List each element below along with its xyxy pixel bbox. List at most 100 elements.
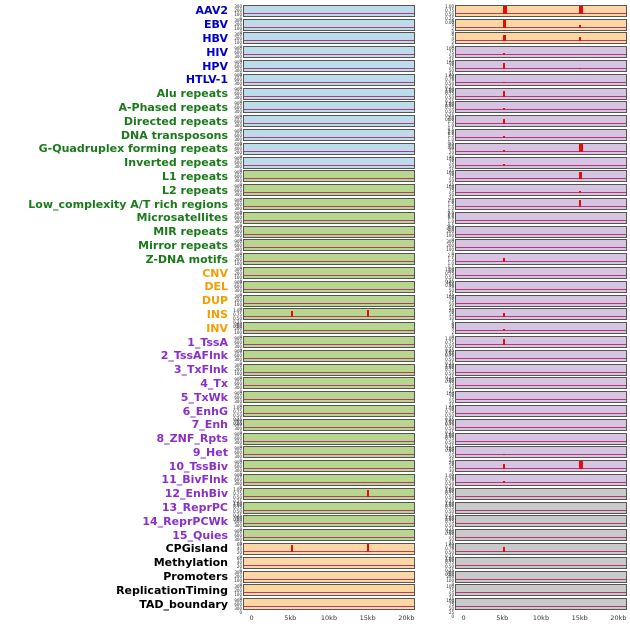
y-tick-label: 0.75 <box>445 339 454 345</box>
left-signal-panel <box>243 529 415 542</box>
y-tick-label: 25 <box>448 57 454 63</box>
y-tick-label: 300 <box>446 238 454 244</box>
signal-spike <box>579 191 582 194</box>
y-tick-label: 200 <box>234 574 242 580</box>
y-tick-label: 100 <box>446 528 454 534</box>
y-tick-label: 25 <box>448 306 454 312</box>
left-signal-panel <box>243 184 415 197</box>
feature-row: A-Phased repeats 900 600 300 0 1.00 0.75 0.50 0.… <box>0 100 630 121</box>
y-tick-label: 0 <box>239 85 242 91</box>
y-tick-label: 300 <box>234 570 242 576</box>
signal-spike <box>502 63 505 70</box>
y-axis-ticks: 600 400 200 0 <box>228 143 243 159</box>
y-tick-label: 0.50 <box>445 412 454 418</box>
feature-row: Mirror repeats 900 600 300 0 300 200 100 0 <box>0 238 630 255</box>
signal-spike <box>290 544 293 552</box>
y-tick-label: 0 <box>239 237 242 243</box>
y-axis-ticks: 900 600 300 0 <box>228 474 243 490</box>
y-tick-label: 20 <box>448 307 454 313</box>
baseline-line <box>456 109 626 111</box>
y-tick-label: 0.00 <box>445 116 454 122</box>
baseline-line <box>244 12 414 14</box>
y-tick-label: 0.00 <box>233 420 242 426</box>
y-tick-label: 0 <box>451 199 454 205</box>
y-tick-label: 0.50 <box>445 371 454 377</box>
y-tick-label: 0.75 <box>445 491 454 497</box>
left-signal-panel <box>243 170 415 183</box>
x-tick-label: 20kb <box>610 614 627 623</box>
y-tick-label: 0 <box>451 613 454 619</box>
y-tick-label: 300 <box>234 18 242 24</box>
x-tick-label: 0 <box>461 614 466 623</box>
y-tick-label: 0.50 <box>445 95 454 101</box>
row-label: 15_Quies <box>172 528 228 542</box>
x-tick-label: 5kb <box>284 614 297 623</box>
x-tick-label: 10kb <box>320 614 338 623</box>
y-tick-label: 1.5 <box>447 256 454 262</box>
y-tick-label: 75 <box>448 298 454 304</box>
y-axis-ticks: 60 40 20 0 <box>228 543 243 559</box>
y-tick-label: 200 <box>234 587 242 593</box>
y-tick-label: 1.00 <box>445 487 454 493</box>
y-tick-label: 900 <box>234 376 242 382</box>
y-tick-label: 0.50 <box>445 509 454 515</box>
y-tick-label: 75 <box>448 284 454 290</box>
feature-row: DUP 300 200 100 0 100 75 50 25 0 <box>0 294 630 315</box>
y-tick-label: 600 <box>234 173 242 179</box>
baseline-line <box>456 509 626 511</box>
y-axis-ticks: 900 600 300 0 <box>228 184 243 200</box>
y-tick-label: 0.25 <box>445 416 454 422</box>
left-signal-panel <box>243 322 415 335</box>
y-tick-label: 0.25 <box>445 347 454 353</box>
row-label: 7_Enh <box>191 418 228 432</box>
y-axis-ticks: 900 600 300 0 <box>228 157 243 173</box>
y-tick-label: 0 <box>239 485 242 491</box>
y-axis-ticks: 2.0 1.5 1.0 0.5 0.0 <box>440 198 455 218</box>
y-axis-ticks: 300 200 100 0 <box>228 364 243 380</box>
left-signal-panel <box>243 198 415 211</box>
y-tick-label: 600 <box>234 339 242 345</box>
y-tick-label: 0.75 <box>445 104 454 110</box>
y-tick-label: 600 <box>234 463 242 469</box>
baseline-line <box>244 578 414 580</box>
feature-row: ReplicationTiming 300 200 100 0 100 75 50 25 0 <box>0 583 630 604</box>
y-tick-label: 900 <box>234 238 242 244</box>
y-tick-label: 2 <box>451 26 454 32</box>
row-label: 6_EnhG <box>182 404 228 418</box>
baseline-line <box>456 247 626 249</box>
baseline-line <box>456 288 626 290</box>
y-axis-ticks: 1.00 0.75 0.50 0.25 0.00 <box>440 101 455 121</box>
row-label: AAV2 <box>195 4 228 18</box>
y-tick-label: 600 <box>234 215 242 221</box>
baseline-line <box>456 206 626 208</box>
y-tick-label: 75 <box>448 449 454 455</box>
left-signal-panel <box>243 584 415 597</box>
y-tick-label: 300 <box>234 219 242 225</box>
y-axis-ticks: 900 600 300 0 <box>228 419 243 435</box>
y-axis-ticks: 900 600 300 0 <box>228 336 243 352</box>
baseline-line <box>456 219 626 221</box>
y-tick-label: 25 <box>448 457 454 463</box>
baseline-line <box>244 440 414 442</box>
right-signal-panel <box>455 280 627 293</box>
y-tick-label: 100 <box>234 39 242 45</box>
y-tick-label: 300 <box>234 522 242 528</box>
y-axis-ticks: 900 600 300 0 <box>228 515 243 531</box>
y-tick-label: 0.50 <box>233 509 242 515</box>
y-axis-ticks: 300 200 100 0 <box>228 584 243 600</box>
signal-spike <box>579 200 582 208</box>
y-tick-label: 0.75 <box>233 505 242 511</box>
y-axis-ticks: 1.00 0.75 0.50 0.25 0.00 <box>440 543 455 563</box>
y-tick-label: 40 <box>236 546 242 552</box>
baseline-line <box>456 413 626 414</box>
y-axis-ticks: 900 600 300 0 <box>228 376 243 393</box>
y-tick-label: 100 <box>446 45 454 51</box>
y-axis-ticks: 900 600 300 0 <box>228 433 243 449</box>
y-tick-label: 200 <box>234 22 242 28</box>
y-tick-label: 600 <box>234 532 242 538</box>
y-tick-label: 0 <box>239 554 242 560</box>
y-tick-label: 20 <box>236 550 242 556</box>
y-tick-label: 0 <box>451 599 454 605</box>
row-label: A-Phased repeats <box>118 100 228 114</box>
right-signal-panel <box>455 556 627 569</box>
